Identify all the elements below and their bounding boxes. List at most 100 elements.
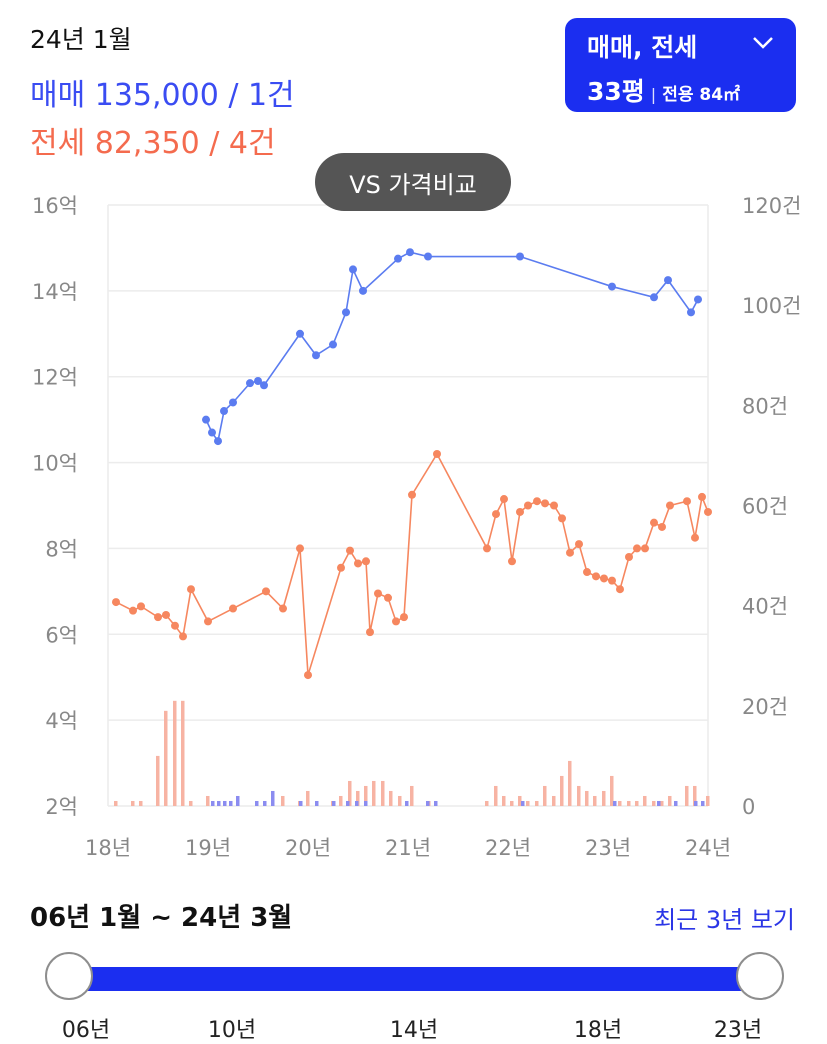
recent-3-years-link[interactable]: 최근 3년 보기	[654, 906, 795, 934]
separator: |	[650, 85, 657, 104]
sale-price-point	[229, 398, 237, 407]
volume-bar	[610, 775, 614, 806]
jeonse-price-point	[500, 495, 508, 504]
jeonse-price-point	[129, 606, 137, 615]
vs-compare-button[interactable]: VS 가격비교	[315, 153, 511, 211]
x-tick-label: 22년	[485, 836, 531, 860]
range-slider-end-handle[interactable]	[736, 952, 784, 1000]
jeonse-price-point	[524, 501, 532, 510]
jeonse-price-point	[362, 557, 370, 566]
volume-bar	[613, 800, 617, 806]
selected-month: 24년 1월	[30, 25, 132, 54]
sale-price-point	[516, 252, 524, 261]
jeonse-price-point	[408, 490, 416, 499]
price-chart[interactable]: 2억 4억 6억 8억 10억 12억 14억 16억 0 20건 40건 60건 80건 100건 120…	[0, 185, 827, 865]
y-left-tick-label: 2억	[45, 795, 78, 819]
sale-price-line	[205, 251, 699, 444]
jeonse-price-point	[533, 497, 541, 506]
range-slider-start-handle[interactable]	[45, 952, 93, 1000]
jeonse-price-point	[575, 540, 583, 549]
jeonse-price-point	[296, 544, 304, 553]
volume-bar	[693, 785, 697, 806]
x-tick-label: 20년	[285, 836, 331, 860]
volume-bar	[381, 780, 385, 806]
jeonse-price-point	[162, 610, 170, 619]
volume-bar	[701, 800, 705, 806]
volume-bar	[518, 795, 522, 806]
sale-price-point	[220, 407, 228, 416]
volume-bar	[315, 800, 319, 806]
jeonse-price-point	[262, 587, 270, 596]
jeonse-price-point	[187, 585, 195, 594]
jeonse-price-point	[550, 501, 558, 510]
range-slider-track[interactable]	[70, 967, 760, 991]
jeonse-price-point	[137, 602, 145, 611]
jeonse-price-point	[112, 598, 120, 607]
y-right-tick-label: 80건	[742, 394, 788, 418]
volume-bar	[255, 800, 259, 806]
sale-price-point	[296, 329, 304, 338]
jeonse-price-point	[658, 522, 666, 531]
volume-bar	[602, 790, 606, 806]
y-right-tick-label: 0	[742, 795, 755, 819]
volume-bar	[668, 795, 672, 806]
volume-bar	[543, 785, 547, 806]
volume-bar	[526, 800, 530, 806]
x-tick-label: 21년	[385, 836, 431, 860]
pyeong-size: 33평	[587, 77, 645, 106]
volume-bar	[568, 760, 572, 806]
range-year-tick: 06년	[61, 1018, 111, 1043]
volume-bar	[694, 800, 698, 806]
volume-bar	[356, 790, 360, 806]
volume-bar	[577, 785, 581, 806]
jeonse-price-point	[691, 533, 699, 542]
jeonse-price-point	[508, 557, 516, 566]
y-left-tick-label: 16억	[32, 194, 78, 218]
exclusive-area: 전용 84㎡	[662, 85, 741, 105]
jeonse-price-point	[179, 632, 187, 641]
y-left-tick-label: 4억	[45, 709, 78, 733]
volume-bar	[552, 795, 556, 806]
jeonse-price-point	[608, 576, 616, 585]
volume-bar	[217, 800, 221, 806]
sale-price-summary: 매매 135,000 / 1건	[30, 78, 295, 113]
jeonse-price-summary: 전세 82,350 / 4건	[30, 126, 276, 161]
range-year-tick: 14년	[389, 1018, 439, 1043]
deal-type-selector[interactable]: 매매, 전세 33평 | 전용 84㎡	[565, 18, 796, 112]
volume-bar	[660, 800, 664, 806]
volume-bar	[263, 800, 267, 806]
volume-bar	[585, 790, 589, 806]
volume-bar	[685, 785, 689, 806]
jeonse-price-point	[374, 589, 382, 598]
volume-bar	[627, 800, 631, 806]
x-tick-label: 19년	[185, 836, 231, 860]
sale-price-point	[359, 286, 367, 295]
sale-price-point	[349, 265, 357, 274]
jeonse-price-point	[625, 553, 633, 562]
y-right-tick-label: 120건	[742, 194, 801, 218]
volume-bar	[271, 790, 275, 806]
deal-type-label: 매매, 전세	[587, 33, 698, 62]
volume-bar	[521, 800, 525, 806]
volume-bar	[206, 795, 210, 806]
y-left-tick-label: 12억	[32, 366, 78, 390]
range-label: 06년 1월 ~ 24년 3월	[30, 903, 293, 933]
volume-bar	[426, 800, 430, 806]
range-year-tick: 23년	[713, 1018, 763, 1043]
jeonse-price-point	[384, 593, 392, 602]
volume-bar	[348, 780, 352, 806]
volume-bar	[139, 800, 143, 806]
jeonse-price-point	[337, 563, 345, 572]
range-year-tick: 18년	[573, 1018, 623, 1043]
jeonse-price-point	[392, 617, 400, 626]
volume-bar	[560, 775, 564, 806]
jeonse-price-point	[666, 501, 674, 510]
jeonse-price-point	[583, 568, 591, 577]
y-right-tick-label: 100건	[742, 294, 801, 318]
x-tick-label: 18년	[85, 836, 131, 860]
y-left-tick-label: 8억	[45, 537, 78, 561]
sale-price-point	[202, 415, 210, 424]
sale-price-point	[694, 295, 702, 304]
sale-price-point	[687, 308, 695, 317]
volume-bar	[332, 800, 336, 806]
